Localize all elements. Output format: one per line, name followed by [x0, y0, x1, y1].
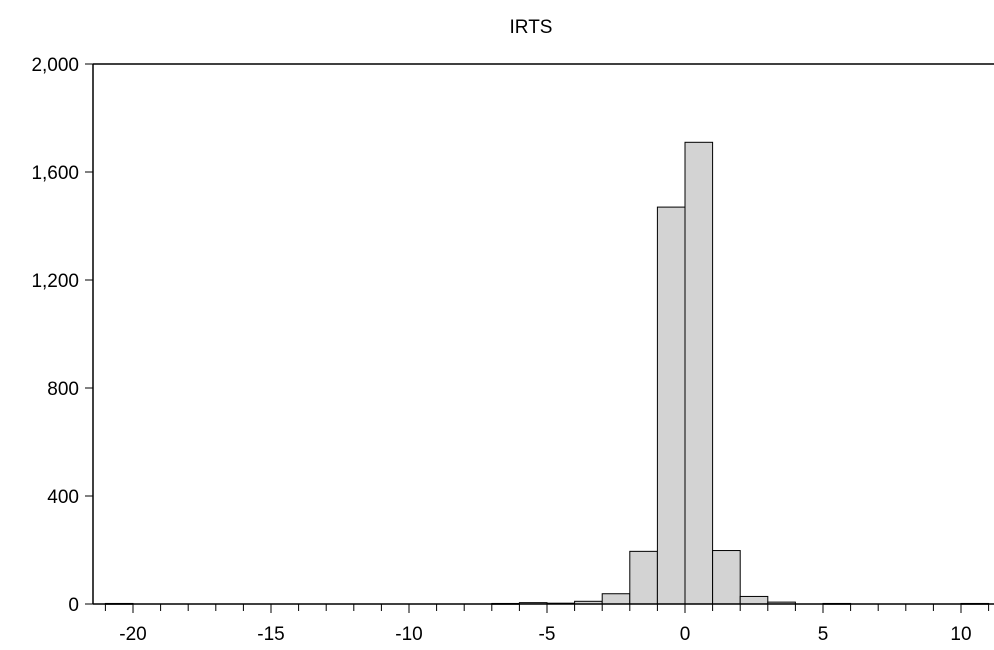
x-tick-label: 5	[818, 624, 829, 645]
plot-area: 0 400 800 1,200 1,600 2,000 -20 -15 -10 -5 0 5 10	[31, 55, 994, 645]
histogram-bar	[656, 206, 686, 605]
x-tick-label: -15	[257, 624, 284, 645]
x-tick-label: -10	[395, 624, 422, 645]
bars-layer	[104, 141, 990, 605]
y-tick-label: 0	[68, 595, 79, 616]
y-tick-label: 400	[47, 487, 79, 508]
x-tick-label: 10	[950, 624, 971, 645]
y-tick-label: 800	[47, 379, 79, 400]
x-tick-label: 0	[680, 624, 691, 645]
histogram-bar	[684, 141, 714, 605]
chart-title: IRTS	[510, 17, 553, 38]
x-tick-label: -20	[119, 624, 146, 645]
y-axis-ticks: 0 400 800 1,200 1,600 2,000	[31, 55, 93, 616]
y-tick-label: 1,200	[31, 271, 79, 292]
x-tick-label: -5	[539, 624, 556, 645]
histogram-bar	[712, 550, 741, 605]
x-axis-ticks: -20 -15 -10 -5 0 5 10	[104, 604, 990, 645]
y-tick-label: 2,000	[31, 55, 79, 76]
histogram-bar	[601, 593, 631, 605]
y-tick-label: 1,600	[31, 163, 79, 184]
histogram-bar	[629, 550, 658, 605]
histogram-bar	[739, 595, 769, 605]
